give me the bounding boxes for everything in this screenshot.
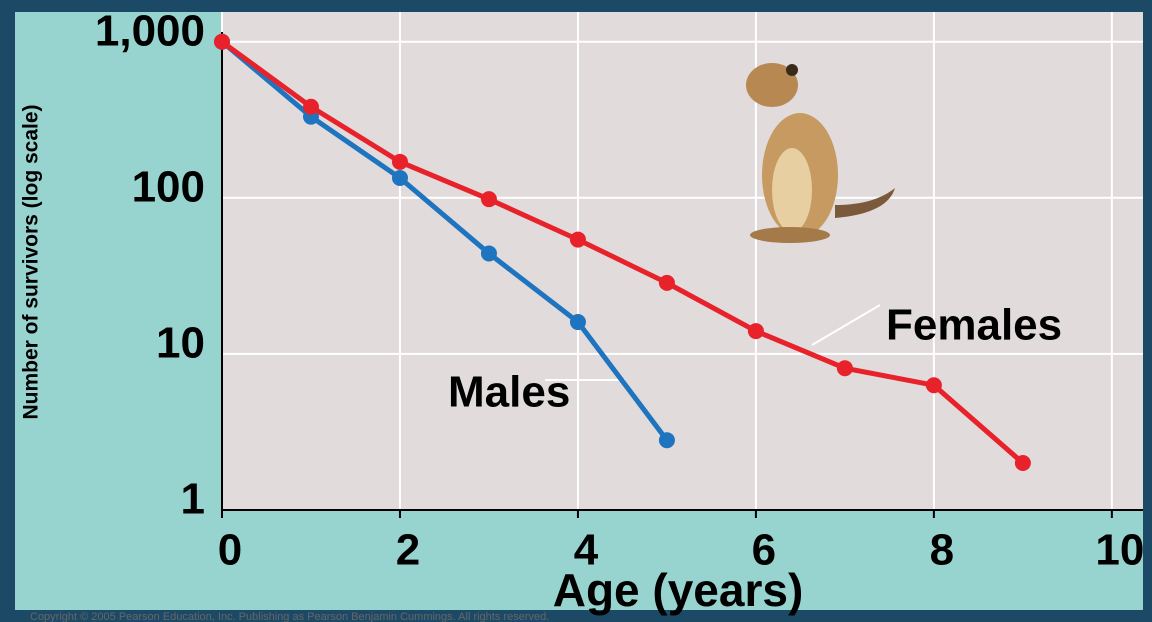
x-tick-label: 10	[1095, 526, 1144, 575]
x-axis-label: Age (years)	[553, 564, 804, 616]
y-tick-label: 100	[132, 162, 205, 211]
data-point	[302, 98, 319, 115]
plot-area	[222, 12, 1143, 510]
x-tick-label: 4	[574, 526, 599, 575]
x-tick-label: 0	[218, 526, 242, 575]
data-point	[569, 231, 586, 248]
data-point	[836, 360, 853, 377]
data-point	[569, 314, 586, 331]
copyright: Copyright © 2005 Pearson Education, Inc.…	[30, 611, 549, 622]
data-point	[658, 274, 675, 291]
data-point	[480, 245, 497, 262]
data-point	[747, 323, 764, 340]
y-axis-label: Number of survivors (log scale)	[20, 104, 43, 419]
x-tick-label: 6	[752, 526, 776, 575]
data-point	[480, 191, 497, 208]
data-point	[391, 169, 408, 186]
series-label: Females	[886, 301, 1062, 350]
x-tick-label: 8	[930, 526, 954, 575]
data-point	[391, 153, 408, 170]
y-tick-label: 1,000	[95, 6, 205, 55]
data-point	[1014, 455, 1031, 472]
series-line	[220, 39, 1025, 465]
y-tick-label: 1	[181, 475, 205, 524]
data-point	[214, 33, 230, 50]
series-line	[220, 39, 669, 442]
leader-line	[811, 304, 881, 346]
data-point	[925, 377, 942, 394]
x-tick-label: 2	[396, 526, 420, 575]
series-label: Males	[448, 368, 570, 417]
y-tick-label: 10	[156, 319, 205, 368]
data-point	[658, 432, 675, 449]
squirrel-illustration	[746, 63, 895, 243]
